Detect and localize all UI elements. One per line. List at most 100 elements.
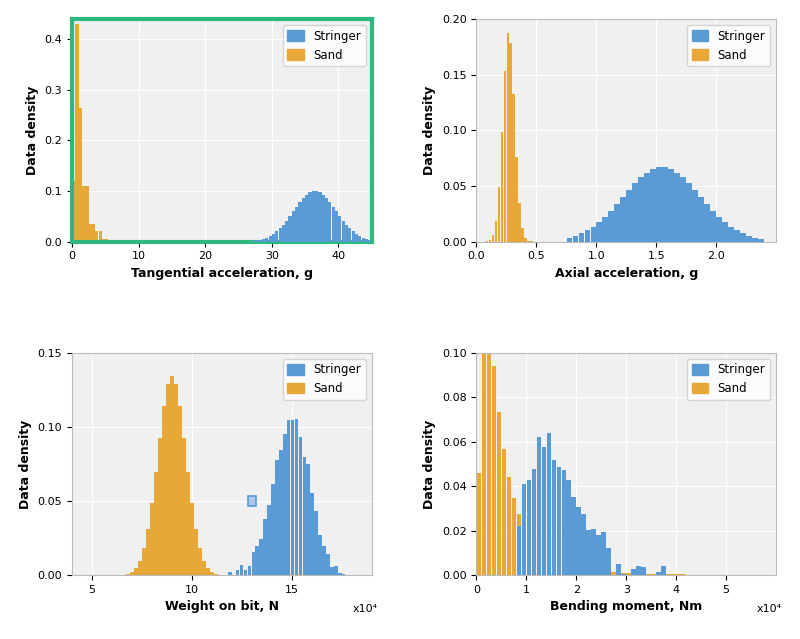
- Bar: [489, 240, 491, 242]
- Bar: [642, 567, 646, 575]
- Bar: [247, 566, 251, 575]
- Bar: [597, 571, 601, 575]
- Bar: [312, 191, 315, 242]
- Bar: [506, 477, 511, 575]
- Bar: [271, 484, 274, 575]
- Bar: [368, 240, 371, 242]
- Bar: [210, 572, 214, 575]
- Bar: [182, 438, 186, 575]
- Bar: [621, 197, 626, 242]
- Bar: [602, 217, 608, 242]
- Bar: [722, 222, 728, 242]
- Bar: [656, 574, 661, 575]
- Bar: [609, 211, 614, 242]
- Bar: [617, 573, 621, 575]
- Bar: [492, 367, 496, 575]
- Bar: [746, 236, 752, 242]
- Y-axis label: Data density: Data density: [423, 86, 436, 175]
- Bar: [631, 573, 636, 575]
- Bar: [349, 228, 351, 242]
- Bar: [551, 460, 556, 575]
- Bar: [734, 231, 740, 242]
- Bar: [636, 566, 641, 575]
- Text: x10⁴: x10⁴: [757, 604, 782, 614]
- Bar: [557, 562, 561, 575]
- Bar: [240, 565, 243, 575]
- X-axis label: Weight on bit, N: Weight on bit, N: [165, 601, 278, 613]
- Bar: [150, 504, 154, 575]
- Bar: [668, 169, 674, 242]
- Bar: [633, 183, 638, 242]
- Bar: [345, 225, 348, 242]
- Bar: [78, 107, 82, 242]
- Bar: [255, 546, 259, 575]
- Bar: [325, 198, 328, 242]
- Legend: Stringer, Sand: Stringer, Sand: [282, 25, 366, 66]
- Bar: [259, 539, 263, 575]
- Bar: [573, 236, 578, 242]
- Bar: [275, 231, 278, 242]
- Bar: [650, 169, 656, 242]
- Bar: [562, 564, 566, 575]
- Bar: [92, 224, 95, 242]
- Bar: [355, 234, 358, 242]
- Bar: [244, 570, 247, 575]
- Bar: [298, 202, 302, 242]
- Bar: [134, 568, 138, 575]
- Bar: [332, 206, 335, 242]
- Bar: [158, 438, 162, 575]
- Bar: [631, 569, 636, 575]
- Bar: [518, 203, 522, 242]
- Bar: [194, 529, 198, 575]
- Bar: [651, 574, 656, 575]
- Bar: [622, 573, 626, 575]
- Bar: [138, 560, 142, 575]
- Bar: [89, 224, 92, 242]
- Bar: [310, 493, 314, 575]
- Bar: [338, 216, 342, 242]
- Bar: [130, 572, 134, 575]
- Bar: [322, 546, 326, 575]
- X-axis label: Axial acceleration, g: Axial acceleration, g: [554, 267, 698, 280]
- Bar: [662, 566, 666, 575]
- Bar: [546, 433, 551, 575]
- Bar: [597, 222, 602, 242]
- Bar: [638, 178, 644, 242]
- Bar: [309, 192, 311, 242]
- Bar: [494, 220, 498, 242]
- Bar: [206, 568, 210, 575]
- Y-axis label: Data density: Data density: [26, 86, 39, 175]
- Bar: [537, 437, 541, 575]
- Bar: [617, 564, 621, 575]
- Bar: [542, 553, 546, 575]
- Bar: [522, 526, 526, 575]
- Bar: [586, 530, 591, 575]
- Bar: [526, 535, 531, 575]
- Bar: [86, 186, 89, 242]
- Bar: [636, 574, 641, 575]
- Bar: [170, 376, 174, 575]
- Bar: [269, 236, 271, 242]
- Bar: [278, 228, 282, 242]
- Bar: [198, 548, 202, 575]
- Bar: [522, 228, 524, 242]
- Bar: [285, 220, 288, 242]
- Bar: [602, 572, 606, 575]
- Bar: [258, 240, 262, 242]
- Bar: [566, 480, 571, 575]
- Bar: [606, 572, 611, 575]
- Bar: [531, 543, 536, 575]
- Bar: [342, 220, 345, 242]
- Bar: [692, 190, 698, 242]
- Bar: [571, 567, 576, 575]
- Bar: [126, 574, 130, 575]
- Bar: [517, 514, 521, 575]
- Bar: [674, 173, 680, 242]
- Bar: [98, 231, 102, 242]
- Bar: [626, 573, 631, 575]
- Bar: [526, 480, 531, 575]
- Bar: [662, 574, 666, 575]
- Bar: [267, 505, 271, 575]
- X-axis label: Bending moment, Nm: Bending moment, Nm: [550, 601, 702, 613]
- Bar: [517, 526, 521, 575]
